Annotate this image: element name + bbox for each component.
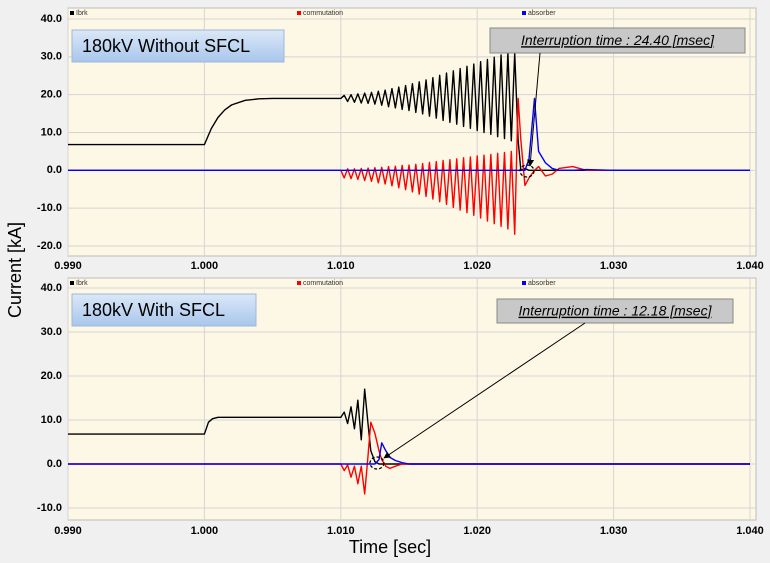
x-axis-label: Time [sec] <box>349 537 431 557</box>
interruption-label: Interruption time : 24.40 [msec] <box>521 32 715 48</box>
y-tick-label: 20.0 <box>41 370 62 382</box>
x-tick-label: 0.990 <box>54 525 82 537</box>
x-tick-label: 1.000 <box>191 260 219 272</box>
x-tick-label: 1.040 <box>736 260 764 272</box>
legend-swatch <box>297 11 301 15</box>
y-tick-label: 40.0 <box>41 282 62 294</box>
series-line <box>68 97 750 235</box>
y-tick-label: 0.0 <box>47 458 62 470</box>
annotation-arrow <box>527 52 541 167</box>
legend-label: Ibrk <box>76 280 88 287</box>
annotation-circle <box>519 164 535 178</box>
y-tick-label: 10.0 <box>41 126 62 138</box>
legend-swatch <box>70 11 74 15</box>
legend-swatch <box>522 281 526 285</box>
series-line <box>68 442 750 465</box>
legend-label: commutation <box>303 280 343 287</box>
annotation-circle <box>369 456 385 470</box>
y-axis-label: Current [kA] <box>5 222 25 318</box>
case-label-box <box>71 293 257 327</box>
legend-label: Ibrk <box>76 10 88 17</box>
chart-panel: -10.0 0.0 10.0 20.0 30.0 40.0 0.990 1.000 1.010 1… <box>37 277 764 537</box>
interruption-box <box>489 27 746 54</box>
case-label: 180kV With SFCL <box>82 300 225 320</box>
x-tick-label: 1.020 <box>463 260 491 272</box>
x-tick-label: 1.040 <box>736 525 764 537</box>
series-line <box>68 97 750 172</box>
interruption-label: Interruption time : 12.18 [msec] <box>519 303 713 319</box>
x-tick-label: 1.030 <box>600 260 628 272</box>
x-tick-label: 1.000 <box>191 525 219 537</box>
legend-swatch <box>70 281 74 285</box>
y-tick-label: 40.0 <box>41 13 62 25</box>
case-label-box <box>71 29 285 63</box>
x-tick-label: 0.990 <box>54 260 82 272</box>
annotation-arrow <box>383 322 586 459</box>
y-tick-label: 30.0 <box>41 51 62 63</box>
interruption-box <box>496 298 734 324</box>
x-tick-label: 1.030 <box>600 525 628 537</box>
legend-swatch <box>522 11 526 15</box>
case-label: 180kV Without SFCL <box>82 36 250 56</box>
legend-label: commutation <box>303 10 343 17</box>
y-tick-label: 10.0 <box>41 414 62 426</box>
y-tick-label: 0.0 <box>47 164 62 176</box>
series-line <box>68 388 750 465</box>
y-tick-label: 30.0 <box>41 326 62 338</box>
x-tick-label: 1.020 <box>463 525 491 537</box>
y-tick-label: 20.0 <box>41 89 62 101</box>
legend-label: absorber <box>528 10 556 17</box>
legend-swatch <box>297 281 301 285</box>
y-tick-label: -20.0 <box>37 240 62 252</box>
chart-panel: -20.0 -10.0 0.0 10.0 20.0 30.0 40.0 0.990 1.000 1… <box>37 7 764 272</box>
y-tick-label: -10.0 <box>37 202 62 214</box>
y-tick-label: -10.0 <box>37 502 62 514</box>
x-tick-label: 1.010 <box>327 260 355 272</box>
legend-label: absorber <box>528 280 556 287</box>
x-tick-label: 1.010 <box>327 525 355 537</box>
